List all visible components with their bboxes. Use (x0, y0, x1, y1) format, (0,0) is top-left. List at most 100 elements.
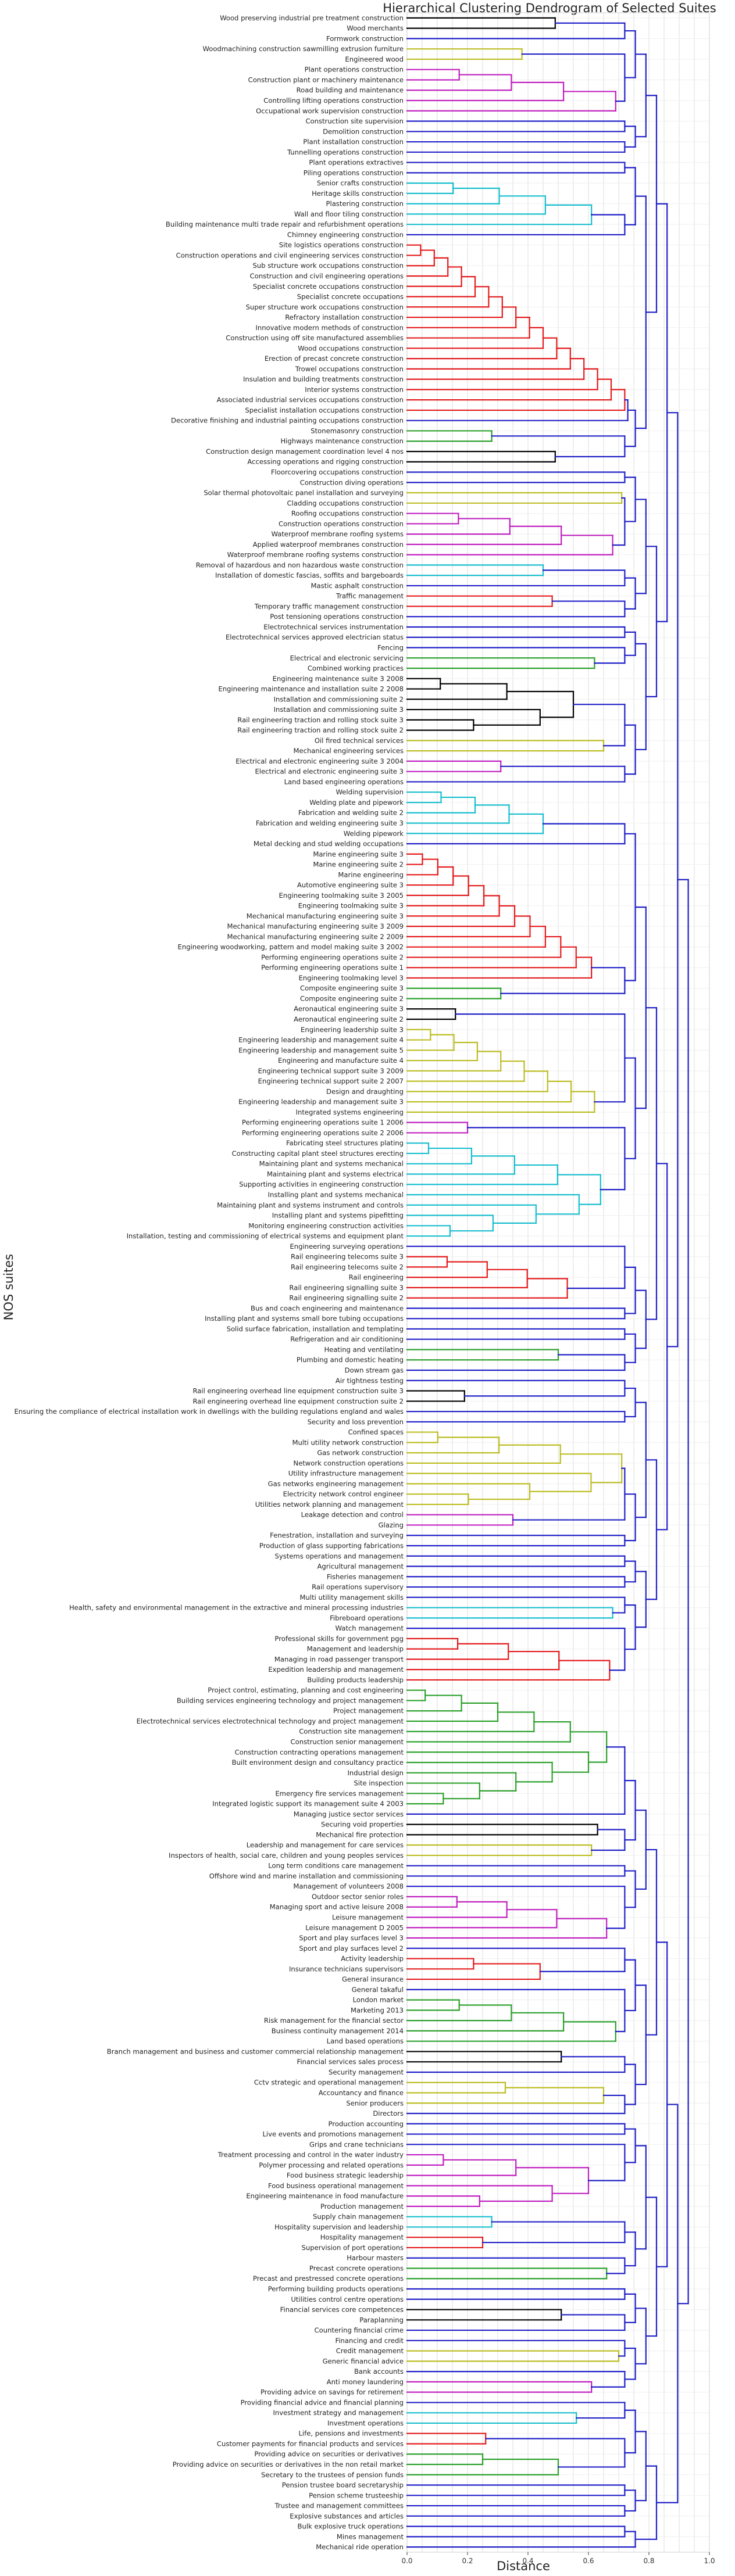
leaf-label: Fisheries management (327, 1572, 404, 1581)
leaf-label: London market (353, 1996, 404, 2004)
leaf-label: Constructing capital plant steel structu… (232, 1149, 404, 1158)
leaf-label: Performing engineering operations suite … (261, 953, 404, 961)
leaf-label: Secretary to the trustees of pension fun… (261, 2471, 404, 2479)
leaf-label: Emergency fire services management (275, 1789, 404, 1797)
leaf-label: Rail engineering signalling suite 2 (289, 1294, 404, 1302)
leaf-label: Security management (329, 2068, 404, 2076)
leaf-label: Confined spaces (348, 1428, 404, 1436)
leaf-label: Construction senior management (291, 1738, 404, 1746)
leaf-label: Agricultural management (317, 1563, 404, 1571)
leaf-label: Erection of precast concrete constructio… (265, 354, 404, 363)
leaf-label: Rail engineering overhead line equipment… (192, 1387, 404, 1395)
leaf-label: Financial services sales process (297, 2058, 404, 2066)
dendrogram-links (406, 17, 689, 2548)
leaf-label: Super structure work occupations constru… (246, 303, 404, 311)
leaf-label: Leisure management D 2005 (305, 1923, 404, 1932)
leaf-label: Fabrication and welding suite 2 (298, 809, 404, 817)
leaf-label: Outdoor sector senior roles (312, 1893, 404, 1901)
leaf-label: Live events and promotions management (262, 2130, 404, 2138)
leaf-label: Grips and crane technicians (309, 2140, 404, 2148)
leaf-label: Bulk explosive truck operations (298, 2523, 404, 2531)
leaf-label: Aeronautical engineering suite 3 (294, 1005, 404, 1013)
leaf-label: Utilities control centre operations (291, 2295, 404, 2303)
leaf-label: Waterproof membrane roofing systems cons… (227, 551, 404, 559)
leaf-label: Engineering maintenance in food manufact… (246, 2192, 404, 2200)
leaf-label: Installation of domestic fascias, soffit… (215, 571, 404, 579)
leaf-label: Performing building products operations (268, 2285, 404, 2293)
leaf-label: Accountancy and finance (319, 2088, 404, 2097)
leaf-label: Engineering toolmaking suite 3 2005 (279, 891, 404, 900)
leaf-label: Fenestration, installation and surveying (270, 1531, 404, 1539)
leaf-label: Business continuity management 2014 (272, 2027, 404, 2035)
leaf-label: Solid surface fabrication, installation … (227, 1325, 404, 1333)
leaf-label: Multi utility network construction (292, 1438, 404, 1446)
leaf-label: Installing plant and systems small bore … (205, 1314, 404, 1323)
leaf-label: Utilities network planning and managemen… (255, 1500, 404, 1509)
leaf-label: Site logistics operations construction (279, 241, 404, 249)
leaf-label: Rail engineering traction and rolling st… (237, 716, 404, 724)
leaf-label: Construction plant or machinery maintena… (248, 76, 404, 84)
leaf-label: Construction design management coordinat… (206, 447, 404, 456)
leaf-label: Monitoring engineering construction acti… (248, 1221, 404, 1230)
leaf-label: Composite engineering suite 2 (300, 994, 404, 1002)
leaf-label: Rail engineering traction and rolling st… (237, 726, 404, 735)
leaf-label: Wood merchants (347, 24, 404, 33)
leaf-label: Construction operations and civil engine… (176, 251, 404, 259)
leaf-label: Senior producers (346, 2099, 404, 2107)
leaf-label: Food business strategic leadership (287, 2172, 404, 2180)
leaf-label: Providing financial advice and financial… (241, 2398, 404, 2406)
leaf-label: Construction operations construction (279, 520, 404, 528)
leaf-label: Installation and commissioning suite 2 (274, 695, 404, 703)
leaf-label: Cladding occupations construction (287, 499, 404, 507)
y-axis-title: NOS suites (2, 1254, 16, 1320)
leaf-label: Decorative finishing and industrial pain… (171, 417, 404, 425)
leaf-label: Engineering leadership suite 3 (301, 1026, 404, 1034)
leaf-label: Temporary traffic management constructio… (254, 602, 404, 610)
leaf-label: Building maintenance multi trade repair … (166, 220, 404, 228)
leaf-label: Activity leadership (341, 1955, 404, 1963)
leaf-label: Financial services core competences (280, 2306, 404, 2314)
leaf-label: Occupational work supervision constructi… (256, 107, 404, 115)
leaf-label: Ensuring the compliance of electrical in… (14, 1407, 404, 1416)
leaf-label: Plant operations construction (305, 66, 404, 74)
leaf-label: Heritage skills construction (312, 189, 404, 198)
leaf-label: Cctv strategic and operational managemen… (254, 2079, 404, 2087)
leaf-label: Metal decking and stud welding occupatio… (254, 840, 404, 848)
leaf-label: Sport and play surfaces level 2 (299, 1944, 404, 1952)
leaf-label: Glazing (379, 1521, 404, 1529)
x-tick-label: 0.2 (462, 2557, 473, 2565)
leaf-label: Floorcovering occupations construction (271, 468, 404, 476)
leaf-label: Inspectors of health, social care, child… (169, 1851, 404, 1860)
leaf-label: Engineering maintenance and installation… (218, 685, 404, 693)
leaf-label: Providing advice on securities or deriva… (173, 2460, 404, 2468)
x-axis-title: Distance (497, 2559, 550, 2573)
leaf-label: Installation and commissioning suite 3 (274, 705, 404, 714)
x-tick-label: 0.6 (583, 2557, 594, 2565)
leaf-label: Combined working practices (308, 664, 404, 672)
leaf-label: Integrated systems engineering (296, 1108, 404, 1116)
leaf-label: Management and leadership (307, 1645, 404, 1653)
leaf-label: Investment strategy and management (273, 2409, 404, 2417)
leaf-label: Specialist concrete occupations (297, 293, 404, 301)
leaf-label: Providing advice on savings for retireme… (261, 2388, 404, 2396)
leaf-label: Financing and credit (336, 2337, 404, 2345)
leaf-label: Rail operations supervisory (312, 1583, 404, 1591)
leaf-label: Mechanical manufacturing engineering sui… (247, 912, 404, 920)
leaf-label: Offshore wind and marine installation an… (209, 1872, 404, 1880)
leaf-label: General insurance (342, 1975, 404, 1983)
leaf-label: Life, pensions and investments (298, 2430, 404, 2438)
leaf-label: Controlling lifting operations construct… (263, 96, 404, 105)
leaf-label: Mechanical manufacturing engineering sui… (227, 933, 404, 941)
leaf-label: Rail engineering (349, 1273, 404, 1281)
leaf-label: Roofing occupations construction (291, 510, 404, 518)
leaf-label: Plumbing and domestic heating (297, 1356, 404, 1364)
leaf-label: Electricity network control engineer (283, 1490, 404, 1498)
grid-layer (406, 12, 710, 2553)
leaf-label: Mines management (337, 2532, 404, 2541)
leaf-label: Project control, estimating, planning an… (208, 1686, 404, 1694)
leaf-label: Performing engineering operations suite … (242, 1119, 404, 1127)
leaf-label: Rail engineering telecoms suite 3 (291, 1253, 404, 1261)
leaf-label: Automotive engineering suite 3 (297, 881, 404, 889)
leaf-label: Building services engineering technology… (177, 1696, 404, 1704)
leaf-label: Piling operations construction (304, 169, 404, 177)
